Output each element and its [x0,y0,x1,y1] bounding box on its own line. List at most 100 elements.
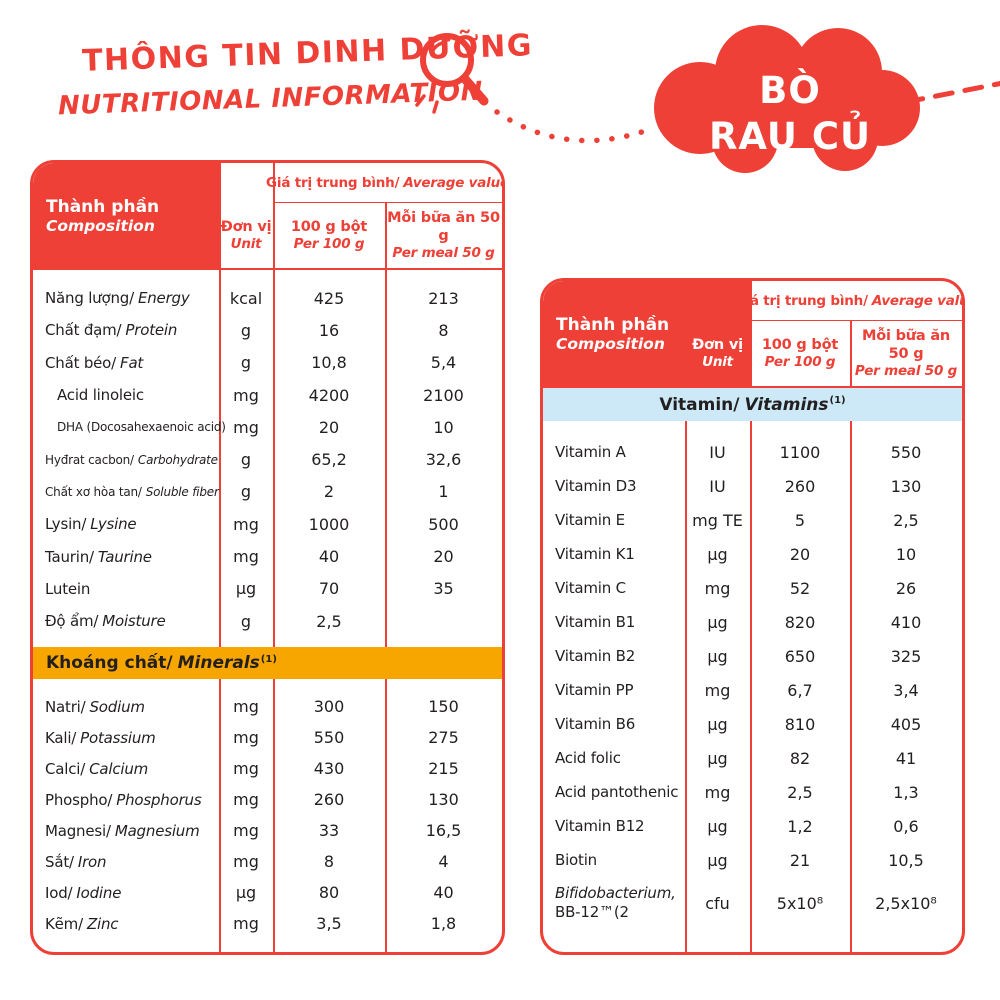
nutrition-table-main: Thành phần Composition Giá trị trung bìn… [30,160,505,955]
name-vi: Vitamin E [555,511,625,529]
cell-name: Lysin/Lysine [33,515,219,533]
cell-unit: mg [233,547,259,567]
cell-meal: 275 [428,728,459,748]
table-row: Vitamin B1 µg 820 410 [543,605,962,639]
table-row: Acid linoleic mg 4200 2100 [33,379,502,411]
cell-per100: 1100 [779,442,821,462]
name-vi: Hyđrat cacbon/ [45,452,134,467]
cell-unit: mg [233,759,259,779]
name-en: Carbohydrate [137,452,218,467]
cell-per100: 10,8 [311,353,347,373]
name-en: Soluble fiber [145,484,219,499]
cell-unit: mg [233,514,259,534]
cell-name: Vitamin B6 [543,715,685,733]
cell-unit: mg [233,385,259,405]
cell-meal: 213 [428,288,459,308]
cell-meal: 550 [890,442,922,462]
cell-per100: 2 [323,482,335,502]
name-vi: Chất béo/ [45,353,117,372]
cell-unit: IU [709,442,726,462]
per100-label-en: Per 100 g [293,236,365,253]
per100-label-vi: 100 g bột [290,219,368,235]
cell-per100: 82 [789,748,811,768]
cell-name: Vitamin B1 [543,613,685,631]
cell-unit: mg [233,914,259,934]
cell-meal: 130 [890,476,922,496]
column-divider [850,321,852,952]
cell-name: Bifidobacterium, BB-12™(2 [543,884,685,922]
cell-meal: 41 [895,748,917,768]
name-vi: Acid linoleic [57,386,144,405]
cell-per100: 80 [318,883,340,903]
footnote-marker: (1) [829,395,846,406]
table-row: Vitamin A IU 1100 550 [543,435,962,469]
column-divider [750,281,752,952]
name-vi: DHA (Docosahexaenoic acid) [57,420,226,435]
table-row: Vitamin E mg TE 5 2,5 [543,503,962,537]
cell-unit: g [240,611,252,631]
name-en: Zinc [86,914,119,933]
cell-per100: 33 [318,821,340,841]
column-divider [685,388,687,952]
unit-label-en: Unit [702,354,733,371]
cell-meal: 26 [895,578,917,598]
cell-unit: mg TE [692,510,743,530]
table-row: Taurin/Taurine mg 40 20 [33,540,502,572]
cell-per100: 2,5 [316,611,342,631]
column-divider [273,163,275,952]
column-divider [385,203,387,952]
per100-header: 100 g bột Per 100 g [273,203,385,268]
name-vi: Vitamin D3 [555,477,637,495]
badge-line2: RAU CỦ [708,115,872,158]
cell-name: Năng lượng/Energy [33,289,219,307]
cell-name: Vitamin A [543,443,685,461]
table-row: DHA (Docosahexaenoic acid) mg 20 10 [33,411,502,443]
cell-name: Acid folic [543,749,685,767]
name-en: Iodine [76,883,122,902]
cell-name: Iod/Iodine [33,884,219,902]
table-row: Vitamin K1 µg 20 10 [543,537,962,571]
table-row: Acid pantothenic mg 2,5 1,3 [543,775,962,809]
name-vi: Vitamin A [555,443,626,461]
name-en: Protein [125,321,178,340]
cell-per100: 52 [789,578,811,598]
name-vi: Chất xơ hòa tan/ [45,484,142,499]
cell-per100: 5 [794,510,806,530]
name-en: Fat [120,353,144,372]
meal-label-vi: Mỗi bữa ăn 50 g [387,209,500,245]
cell-meal: 150 [428,697,459,717]
cell-per100: 4200 [308,385,350,405]
cell-unit: µg [235,883,257,903]
cell-meal: 500 [428,514,459,534]
cell-name: Vitamin E [543,511,685,529]
cell-unit: kcal [229,288,263,308]
composition-header: Thành phần Composition [33,163,219,268]
meal-header: Mỗi bữa ăn 50 g Per meal 50 g [385,203,502,268]
cell-meal: 215 [428,759,459,779]
name-vi: Kali/ [45,728,77,747]
name-en: Magnesium [114,821,200,840]
minerals-section-header: Khoáng chất/ Minerals (1) [33,647,502,680]
cell-per100: 650 [784,646,816,666]
vitamin-rows: Vitamin A IU 1100 550 Vitamin D3 IU 260 … [543,421,962,929]
meal-header: Mỗi bữa ăn 50 g Per meal 50 g [850,321,962,386]
table-header: Thành phần Composition Giá trị trung bìn… [543,281,962,388]
cell-meal: 16,5 [425,821,462,841]
name-en: Iron [77,852,107,871]
cell-meal: 3,4 [893,680,919,700]
cell-meal: 40 [433,883,454,903]
meal-label-en: Per meal 50 g [392,245,495,262]
vitamins-section-header: Vitamin/ Vitamins (1) [543,388,962,421]
cell-per100: 5x10⁸ [776,893,824,913]
name-vi: Acid pantothenic [555,783,679,801]
name-vi: Taurin/ [45,547,94,566]
table-row: Chất béo/Fat g 10,8 5,4 [33,347,502,379]
cell-name: Vitamin B12 [543,817,685,835]
cell-meal: 32,6 [425,450,462,470]
name-en: Sodium [89,697,145,716]
cell-meal: 2,5x10⁸ [875,893,937,913]
cell-name: Chất béo/Fat [33,354,219,372]
minerals-label-vi: Khoáng chất/ [46,653,173,674]
cell-name: Kẽm/Zinc [33,915,219,933]
cell-per100: 1,2 [787,816,813,836]
